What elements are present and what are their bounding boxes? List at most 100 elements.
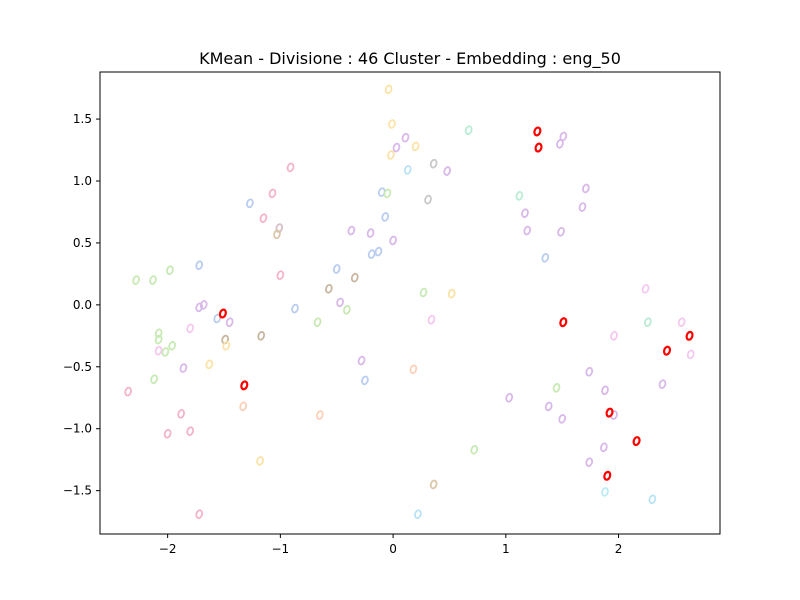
- data-point: [600, 442, 608, 453]
- data-point: [424, 194, 432, 205]
- data-point: [336, 297, 344, 308]
- data-point: [557, 226, 565, 237]
- data-point: [154, 334, 163, 345]
- points-layer: [124, 84, 695, 519]
- data-point: [273, 229, 281, 240]
- data-point: [268, 188, 277, 199]
- data-point: [401, 132, 410, 143]
- data-point: [195, 260, 204, 271]
- data-point: [585, 457, 594, 467]
- data-point: [291, 303, 299, 314]
- x-tick-label: 2: [615, 542, 623, 556]
- data-point: [677, 317, 686, 327]
- x-tick-label: 1: [502, 542, 510, 556]
- data-point: [578, 202, 587, 212]
- data-point: [544, 401, 553, 412]
- data-point: [429, 479, 438, 490]
- data-point: [222, 340, 231, 351]
- data-point: [419, 287, 428, 298]
- highlighted-point: [534, 142, 543, 153]
- data-point: [387, 150, 395, 160]
- data-point: [464, 125, 473, 136]
- data-point: [470, 444, 479, 455]
- data-point: [286, 162, 295, 173]
- data-point: [239, 401, 247, 412]
- y-tick-label: −1.0: [63, 422, 92, 436]
- data-point: [541, 252, 550, 263]
- data-point: [132, 275, 140, 285]
- data-point: [163, 428, 172, 439]
- data-point: [357, 355, 366, 366]
- data-point: [361, 375, 369, 386]
- y-tick-label: 1.5: [73, 112, 92, 126]
- data-point: [515, 191, 524, 201]
- data-point: [505, 392, 514, 403]
- data-point: [225, 317, 234, 327]
- data-point: [213, 313, 222, 324]
- data-point: [315, 410, 324, 420]
- data-point: [275, 223, 284, 233]
- highlighted-point: [662, 345, 672, 356]
- y-tick-label: 1.0: [73, 174, 92, 188]
- data-point: [384, 84, 393, 95]
- x-tick-label: −2: [159, 542, 177, 556]
- highlighted-point: [559, 317, 568, 328]
- highlighted-point: [685, 330, 694, 341]
- data-point: [644, 317, 652, 327]
- data-point: [443, 166, 452, 176]
- data-point: [556, 139, 564, 149]
- data-point: [186, 426, 195, 436]
- data-point: [124, 386, 133, 397]
- data-point: [374, 246, 383, 257]
- data-point: [552, 383, 561, 393]
- data-point: [648, 494, 657, 505]
- y-tick-label: 0.0: [73, 298, 92, 312]
- data-point: [259, 213, 268, 223]
- data-point: [389, 235, 397, 246]
- highlighted-point: [632, 436, 641, 447]
- highlighted-point: [605, 407, 614, 418]
- data-point: [558, 414, 567, 424]
- data-point: [658, 379, 667, 389]
- highlighted-point: [533, 126, 542, 137]
- data-point: [276, 270, 285, 280]
- data-point: [205, 359, 214, 370]
- data-point: [585, 366, 594, 377]
- data-point: [641, 283, 650, 294]
- y-axis: −1.5 −1.0 −0.5 0.0 0.5 1.0 1.5: [63, 112, 100, 498]
- data-point: [256, 456, 264, 466]
- data-point: [154, 345, 163, 356]
- data-point: [367, 249, 376, 259]
- data-point: [347, 225, 356, 236]
- data-point: [350, 272, 359, 283]
- y-tick-label: −0.5: [63, 360, 92, 374]
- data-point: [149, 275, 157, 285]
- data-point: [582, 183, 590, 194]
- data-point: [610, 331, 618, 341]
- data-point: [195, 302, 204, 313]
- data-point: [325, 283, 333, 294]
- data-point: [332, 264, 341, 274]
- data-point: [313, 317, 322, 327]
- data-point: [411, 141, 420, 152]
- data-point: [523, 225, 532, 236]
- data-point: [366, 228, 375, 238]
- x-tick-label: 0: [389, 542, 397, 556]
- data-point: [601, 385, 609, 396]
- x-axis: −2 −1 0 1 2: [159, 534, 623, 556]
- plot-area: −2 −1 0 1 2 −1.5 −1.0 −0.5 0.0 0.5 1.0 1.5: [63, 71, 721, 556]
- data-point: [409, 364, 418, 375]
- highlighted-point: [240, 380, 249, 391]
- data-point: [246, 198, 254, 209]
- data-point: [414, 509, 422, 519]
- data-point: [392, 142, 401, 153]
- data-point: [161, 347, 170, 357]
- data-point: [177, 409, 185, 419]
- data-point: [388, 119, 396, 129]
- data-point: [179, 363, 188, 373]
- data-point: [168, 340, 176, 351]
- data-point: [257, 331, 266, 341]
- data-point: [601, 487, 609, 497]
